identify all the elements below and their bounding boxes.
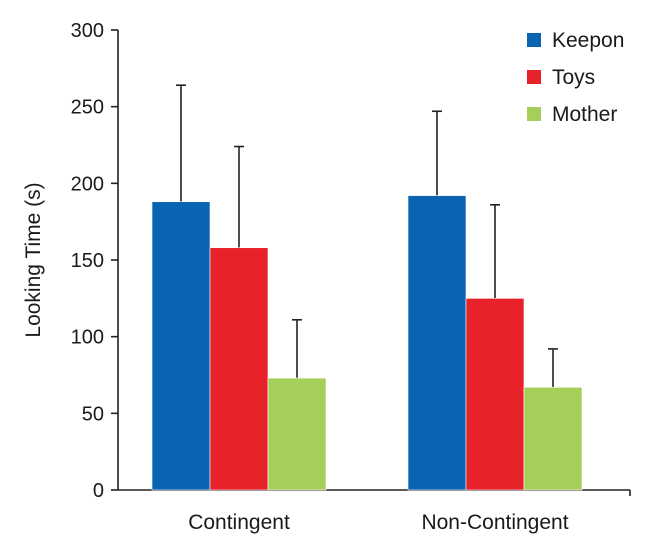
legend-label-toys: Toys <box>552 66 595 89</box>
x-category-label: Non-Contingent <box>421 511 568 534</box>
bar-toys-1 <box>465 298 525 491</box>
y-axis-title: Looking Time (s) <box>22 182 45 337</box>
y-tick-label: 300 <box>71 20 104 42</box>
y-tick-label: 200 <box>71 173 104 195</box>
y-tick-label: 250 <box>71 97 104 119</box>
bar-mother-0 <box>267 377 327 491</box>
x-category-label: Contingent <box>188 511 290 534</box>
bar-keepon-0 <box>151 201 211 491</box>
bar-keepon-1 <box>407 195 467 491</box>
error-bars <box>176 84 558 388</box>
bar-toys-0 <box>209 247 269 491</box>
y-tick-label: 50 <box>82 403 104 425</box>
legend-swatch-mother <box>527 107 541 121</box>
y-tick-label: 0 <box>93 480 104 502</box>
category-labels: Contingent Non-Contingent <box>188 511 569 534</box>
legend-label-keepon: Keepon <box>552 29 624 52</box>
legend-swatch-toys <box>527 70 541 84</box>
bar-mother-1 <box>523 386 583 491</box>
y-tick-label: 100 <box>71 327 104 349</box>
legend: Keepon Toys Mother <box>527 29 624 126</box>
legend-label-mother: Mother <box>552 103 617 126</box>
y-tick-label: 150 <box>71 250 104 272</box>
legend-swatch-keepon <box>527 33 541 47</box>
y-ticks: 0 50 100 150 200 250 300 <box>71 20 631 502</box>
bars <box>151 195 583 491</box>
